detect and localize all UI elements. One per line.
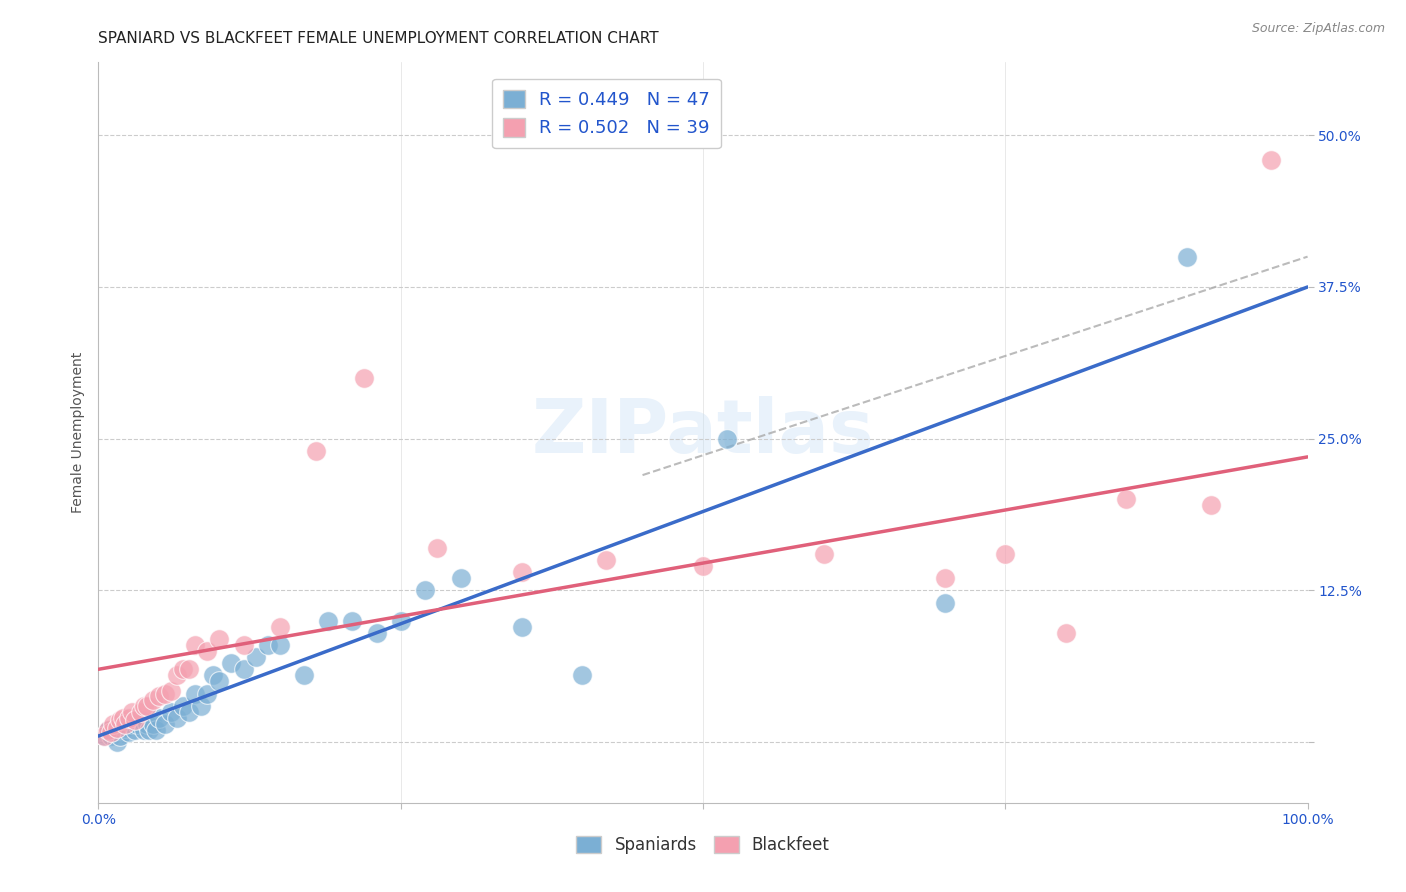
Point [108, 729, 131, 743]
Legend: Spaniards, Blackfeet: Spaniards, Blackfeet [569, 830, 837, 861]
Point [934, 571, 956, 585]
Point [366, 626, 388, 640]
Point [571, 668, 593, 682]
Point [305, 443, 328, 458]
Point [1175, 250, 1198, 264]
Point [142, 692, 165, 706]
Point [292, 668, 315, 682]
Point [135, 698, 157, 713]
Point [1199, 499, 1222, 513]
Point [208, 674, 231, 689]
Point [692, 559, 714, 574]
Point [129, 705, 152, 719]
Point [160, 705, 183, 719]
Point [195, 644, 218, 658]
Point [160, 684, 183, 698]
Point [316, 614, 339, 628]
Point [108, 713, 131, 727]
Point [269, 638, 291, 652]
Point [105, 723, 128, 737]
Point [413, 583, 436, 598]
Point [100, 725, 122, 739]
Point [129, 713, 152, 727]
Point [101, 725, 124, 739]
Point [221, 657, 243, 671]
Point [172, 662, 194, 676]
Point [111, 717, 134, 731]
Point [1115, 492, 1137, 507]
Point [100, 729, 122, 743]
Point [114, 717, 136, 731]
Point [184, 638, 207, 652]
Point [232, 638, 254, 652]
Point [118, 711, 141, 725]
Point [510, 620, 533, 634]
Point [148, 711, 170, 725]
Point [166, 668, 188, 682]
Point [142, 717, 165, 731]
Point [934, 595, 956, 609]
Point [124, 713, 146, 727]
Text: Source: ZipAtlas.com: Source: ZipAtlas.com [1251, 22, 1385, 36]
Point [138, 723, 160, 737]
Point [124, 723, 146, 737]
Point [269, 620, 291, 634]
Point [716, 432, 738, 446]
Point [256, 638, 278, 652]
Point [232, 662, 254, 676]
Point [134, 723, 156, 737]
Point [190, 698, 212, 713]
Point [121, 705, 143, 719]
Point [202, 668, 225, 682]
Point [97, 723, 120, 737]
Point [145, 723, 167, 737]
Point [389, 614, 412, 628]
Point [1260, 153, 1282, 167]
Text: ZIPatlas: ZIPatlas [531, 396, 875, 469]
Point [97, 723, 120, 737]
Point [450, 571, 472, 585]
Point [93, 729, 115, 743]
Point [105, 721, 128, 735]
Point [105, 735, 128, 749]
Point [135, 717, 157, 731]
Point [994, 547, 1017, 561]
Point [153, 687, 176, 701]
Text: SPANIARD VS BLACKFEET FEMALE UNEMPLOYMENT CORRELATION CHART: SPANIARD VS BLACKFEET FEMALE UNEMPLOYMEN… [98, 31, 659, 46]
Point [172, 698, 194, 713]
Point [118, 725, 141, 739]
Point [245, 650, 267, 665]
Point [342, 614, 364, 628]
Point [101, 717, 124, 731]
Point [426, 541, 449, 555]
Point [166, 711, 188, 725]
Point [114, 721, 136, 735]
Point [184, 687, 207, 701]
Point [813, 547, 835, 561]
Point [127, 717, 149, 731]
Point [353, 371, 375, 385]
Point [134, 698, 156, 713]
Point [111, 711, 134, 725]
Point [179, 705, 201, 719]
Y-axis label: Female Unemployment: Female Unemployment [70, 352, 84, 513]
Point [595, 553, 617, 567]
Point [195, 687, 218, 701]
Point [1054, 626, 1077, 640]
Point [148, 689, 170, 703]
Point [153, 717, 176, 731]
Point [121, 717, 143, 731]
Point [208, 632, 231, 646]
Point [93, 729, 115, 743]
Point [510, 565, 533, 579]
Point [179, 662, 201, 676]
